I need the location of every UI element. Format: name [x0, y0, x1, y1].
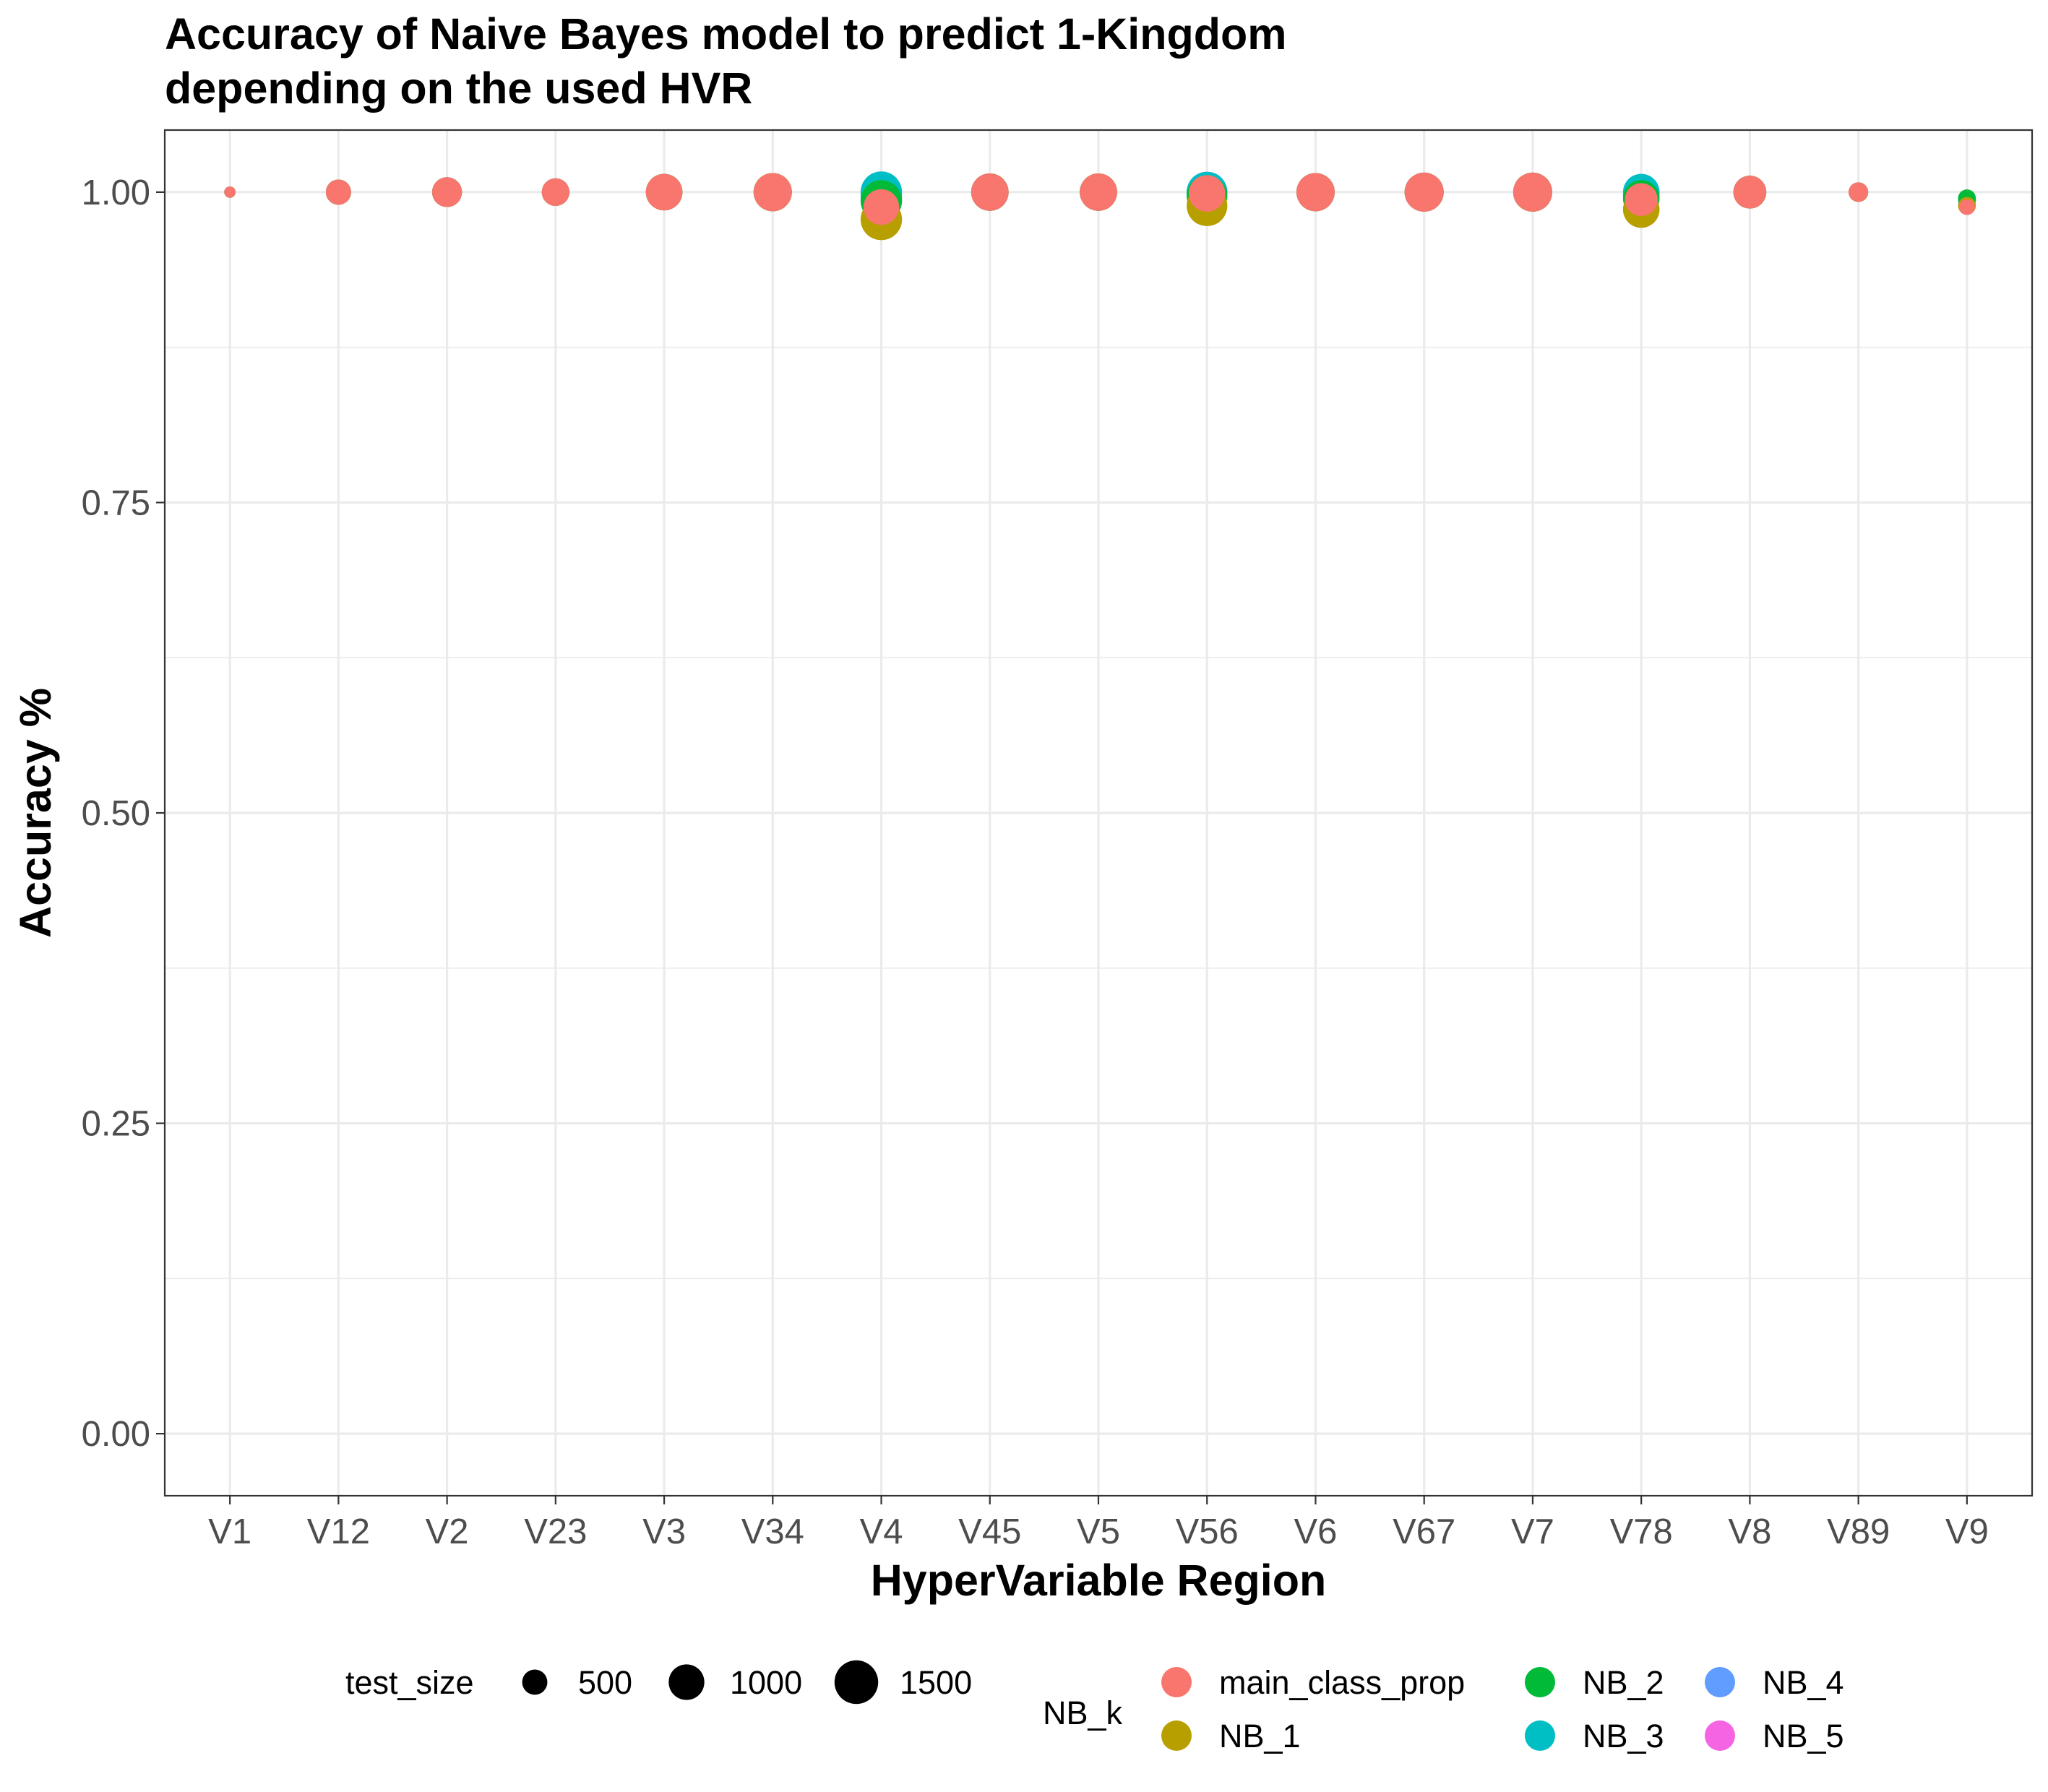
data-point-main-class-prop — [1849, 182, 1869, 202]
data-points — [224, 171, 1976, 241]
size-legend-key — [834, 1660, 879, 1705]
color-legend-key — [1161, 1720, 1192, 1751]
data-point-main-class-prop — [1625, 183, 1658, 216]
data-point-main-class-prop — [863, 189, 900, 225]
data-point-main-class-prop — [971, 173, 1009, 211]
y-tick-label: 0.75 — [82, 483, 150, 522]
size-legend-title: test_size — [345, 1664, 474, 1701]
size-legend-label: 500 — [578, 1664, 632, 1701]
x-tick-label: V12 — [307, 1512, 370, 1551]
size-legend-label: 1500 — [900, 1664, 972, 1701]
x-tick-label: V2 — [426, 1512, 469, 1551]
x-tick-label: V7 — [1511, 1512, 1554, 1551]
data-point-main-class-prop — [753, 173, 792, 212]
x-tick-label: V6 — [1294, 1512, 1337, 1551]
size-legend: test_size 500 1000 1500 — [345, 1660, 972, 1705]
y-tick-label: 0.00 — [82, 1415, 150, 1454]
color-legend-key — [1705, 1720, 1735, 1751]
plot-panel — [163, 129, 2034, 1497]
y-axis-title: Accuracy % — [11, 688, 60, 938]
data-point-main-class-prop — [1188, 175, 1226, 212]
color-legend-key — [1525, 1720, 1555, 1751]
x-tick-label: V5 — [1077, 1512, 1120, 1551]
data-point-main-class-prop — [431, 177, 462, 207]
x-tick-label: V3 — [642, 1512, 686, 1551]
data-point-main-class-prop — [1296, 173, 1335, 212]
data-point-main-class-prop — [224, 186, 236, 198]
x-tick-label: V56 — [1176, 1512, 1239, 1551]
color-legend-label: NB_4 — [1763, 1664, 1844, 1701]
y-tick-label: 1.00 — [82, 173, 150, 212]
data-point-main-class-prop — [1733, 176, 1767, 209]
data-point-main-class-prop — [1958, 199, 1975, 215]
color-legend-key — [1705, 1667, 1735, 1697]
x-tick-label: V45 — [958, 1512, 1021, 1551]
size-legend-key — [668, 1664, 705, 1700]
x-tick-label: V23 — [524, 1512, 587, 1551]
color-legend-title: NB_k — [1043, 1694, 1123, 1731]
color-legend-label: NB_2 — [1583, 1664, 1664, 1701]
y-axis: 0.00 0.25 0.50 0.75 1.00 — [82, 173, 165, 1454]
color-legend-label: NB_3 — [1583, 1718, 1664, 1754]
color-legend-key — [1161, 1667, 1192, 1697]
x-axis: V1 V12 V2 V23 V3 V34 V4 V45 V5 V56 V6 V67 V7 V78 V8 V89… — [208, 1496, 1989, 1551]
y-tick-label: 0.50 — [82, 794, 150, 833]
color-legend: NB_k main_class_prop NB_1 NB_2 NB_3 NB_4 NB_5 — [1043, 1664, 1844, 1754]
chart-title-line-1: Accuracy of Naive Bayes model to predict… — [165, 9, 1287, 59]
data-point-main-class-prop — [1080, 173, 1117, 211]
color-legend-key — [1525, 1667, 1555, 1697]
data-point-main-class-prop — [1513, 172, 1552, 212]
major-gridlines — [165, 130, 2032, 1496]
x-tick-label: V8 — [1728, 1512, 1771, 1551]
x-tick-label: V78 — [1610, 1512, 1673, 1551]
data-point-main-class-prop — [325, 179, 351, 205]
y-tick-label: 0.25 — [82, 1105, 150, 1144]
size-legend-label: 1000 — [730, 1664, 802, 1701]
x-tick-label: V4 — [860, 1512, 903, 1551]
x-tick-label: V1 — [208, 1512, 251, 1551]
color-legend-label: NB_1 — [1219, 1718, 1301, 1754]
color-legend-label: NB_5 — [1763, 1718, 1844, 1754]
x-tick-label: V9 — [1945, 1512, 1989, 1551]
size-legend-key — [522, 1669, 548, 1695]
chart-title-line-2: depending on the used HVR — [165, 64, 752, 113]
data-point-main-class-prop — [1404, 172, 1444, 212]
color-legend-label: main_class_prop — [1219, 1664, 1465, 1701]
x-tick-label: V67 — [1393, 1512, 1455, 1551]
x-axis-title: HyperVariable Region — [871, 1556, 1327, 1605]
data-point-main-class-prop — [645, 173, 683, 211]
x-tick-label: V89 — [1827, 1512, 1890, 1551]
x-tick-label: V34 — [741, 1512, 804, 1551]
data-point-main-class-prop — [541, 178, 569, 207]
